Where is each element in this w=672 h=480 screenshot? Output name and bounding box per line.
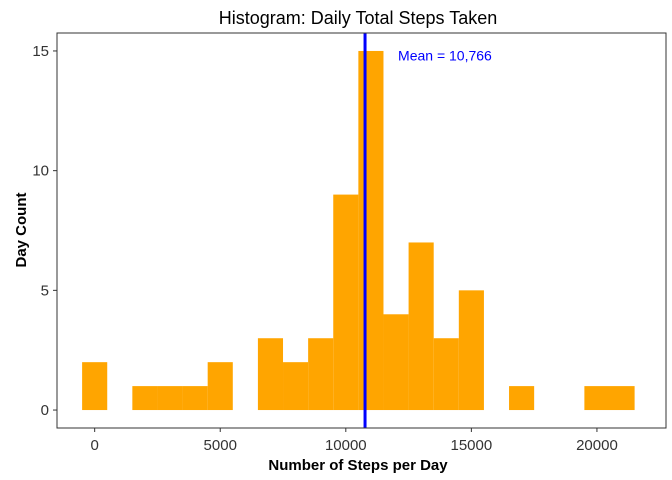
x-tick-label: 15000 xyxy=(451,437,493,454)
x-tick-label: 5000 xyxy=(204,437,237,454)
histogram-bar xyxy=(408,242,434,411)
mean-annotation: Mean = 10,766 xyxy=(398,48,492,64)
y-axis-title: Day Count xyxy=(13,192,30,267)
histogram-bar xyxy=(207,362,233,411)
histogram-bar xyxy=(509,386,535,411)
histogram-bar xyxy=(157,386,183,411)
plot-area: Mean = 10,766 0 5000 10000 15000 20000 0 5 10 15 xyxy=(32,32,667,454)
chart-title: Histogram: Daily Total Steps Taken xyxy=(219,8,497,28)
histogram-bar xyxy=(433,338,459,411)
histogram-bar xyxy=(283,362,309,411)
histogram-bar xyxy=(383,314,409,411)
histogram-bar xyxy=(333,194,359,411)
histogram-bar xyxy=(308,338,334,411)
x-axis-title: Number of Steps per Day xyxy=(268,457,448,474)
histogram-bar xyxy=(358,50,384,411)
histogram-bar xyxy=(458,290,484,411)
histogram-bar xyxy=(82,362,108,411)
x-tick-label: 10000 xyxy=(325,437,367,454)
panel-border xyxy=(56,32,667,429)
histogram-bar xyxy=(609,386,635,411)
histogram-bar xyxy=(257,338,284,411)
histogram-bar xyxy=(132,386,158,411)
y-tick-label: 5 xyxy=(41,282,49,299)
x-tick-label: 20000 xyxy=(576,437,618,454)
y-tick-label: 0 xyxy=(41,402,49,419)
y-tick-label: 10 xyxy=(32,163,49,180)
histogram-bar xyxy=(584,386,610,411)
x-tick-label: 0 xyxy=(90,437,98,454)
y-tick-label: 15 xyxy=(32,43,49,60)
histogram-bar xyxy=(182,386,208,411)
